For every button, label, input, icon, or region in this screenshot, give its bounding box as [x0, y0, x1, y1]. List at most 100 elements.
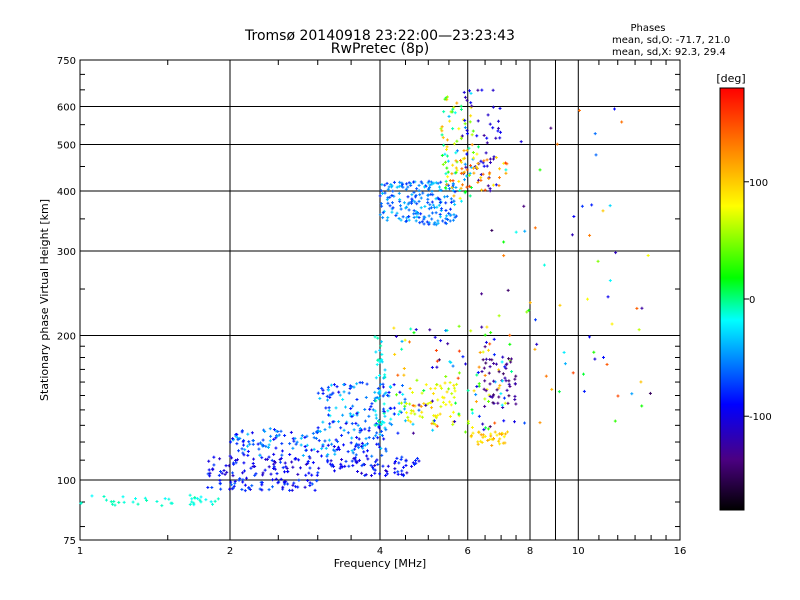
data-points: [79, 88, 652, 508]
data-point: [388, 421, 392, 425]
data-point: [469, 106, 473, 110]
data-point: [259, 441, 263, 445]
data-point: [373, 471, 377, 475]
data-point: [417, 408, 421, 412]
data-point: [254, 472, 258, 476]
data-point: [266, 445, 270, 449]
data-point: [196, 497, 200, 501]
data-point: [525, 310, 529, 314]
data-point: [385, 218, 389, 222]
data-point: [484, 151, 488, 155]
x-tick-labels: 1 2 4 6 8 10 16: [77, 546, 687, 557]
data-point: [367, 429, 371, 433]
data-point: [376, 423, 380, 427]
data-point: [498, 176, 502, 180]
data-point: [414, 219, 418, 223]
data-point: [448, 415, 452, 419]
data-point: [439, 127, 443, 131]
data-point: [131, 500, 135, 504]
data-point: [413, 412, 417, 416]
data-point: [452, 194, 456, 198]
data-point: [492, 393, 496, 397]
data-point: [509, 360, 513, 364]
data-point: [390, 193, 394, 197]
data-point: [274, 446, 278, 450]
data-point: [360, 471, 364, 475]
data-point: [446, 175, 450, 179]
data-point: [445, 95, 449, 99]
data-point: [474, 400, 478, 404]
data-point: [406, 185, 410, 189]
data-point: [401, 185, 405, 189]
data-point: [436, 221, 440, 225]
data-point: [231, 471, 235, 475]
data-point: [379, 446, 383, 450]
data-point: [293, 436, 297, 440]
data-point: [454, 214, 458, 218]
data-point: [441, 136, 445, 140]
data-point: [312, 447, 316, 451]
data-point: [329, 459, 333, 463]
data-point: [400, 401, 404, 405]
x-tick-label: 10: [572, 546, 585, 557]
data-point: [335, 448, 339, 452]
data-point: [506, 288, 510, 292]
data-point: [610, 322, 614, 326]
data-point: [328, 425, 332, 429]
data-point: [392, 180, 396, 184]
data-point: [492, 361, 496, 365]
data-point: [470, 133, 474, 137]
data-point: [252, 457, 256, 461]
data-point: [278, 457, 282, 461]
data-point: [366, 457, 370, 461]
data-point: [479, 176, 483, 180]
data-point: [367, 414, 371, 418]
data-point: [449, 110, 453, 114]
data-point: [407, 340, 411, 344]
data-point: [113, 503, 117, 507]
data-point: [401, 392, 405, 396]
data-point: [207, 459, 211, 463]
data-point: [492, 337, 496, 341]
data-point: [349, 441, 353, 445]
data-point: [308, 466, 312, 470]
data-point: [400, 384, 404, 388]
data-point: [451, 182, 455, 186]
data-point: [410, 197, 414, 201]
data-point: [400, 455, 404, 459]
data-point: [403, 338, 407, 342]
data-point: [321, 392, 325, 396]
data-point: [381, 434, 385, 438]
data-point: [143, 496, 147, 500]
data-point: [640, 404, 644, 408]
data-point: [238, 436, 242, 440]
data-point: [432, 419, 436, 423]
data-point: [557, 390, 561, 394]
data-point: [317, 429, 321, 433]
data-point: [426, 193, 430, 197]
data-point: [291, 465, 295, 469]
data-point: [486, 113, 490, 117]
data-point: [374, 416, 378, 420]
data-point: [376, 386, 380, 390]
data-point: [378, 373, 382, 377]
data-point: [491, 105, 495, 109]
data-point: [163, 497, 167, 501]
data-point: [499, 130, 503, 134]
data-point: [481, 433, 485, 437]
data-point: [491, 183, 495, 187]
data-point: [443, 381, 447, 385]
data-point: [481, 172, 485, 176]
data-point: [460, 183, 464, 187]
data-point: [395, 211, 399, 215]
data-point: [198, 498, 202, 502]
data-point: [225, 470, 229, 474]
data-point: [411, 431, 415, 435]
data-point: [476, 161, 480, 165]
data-point: [420, 391, 424, 395]
data-point: [342, 428, 346, 432]
y-tick-label: 750: [57, 56, 76, 67]
data-point: [371, 467, 375, 471]
data-point: [269, 472, 273, 476]
y-tick-label: 500: [57, 141, 76, 152]
